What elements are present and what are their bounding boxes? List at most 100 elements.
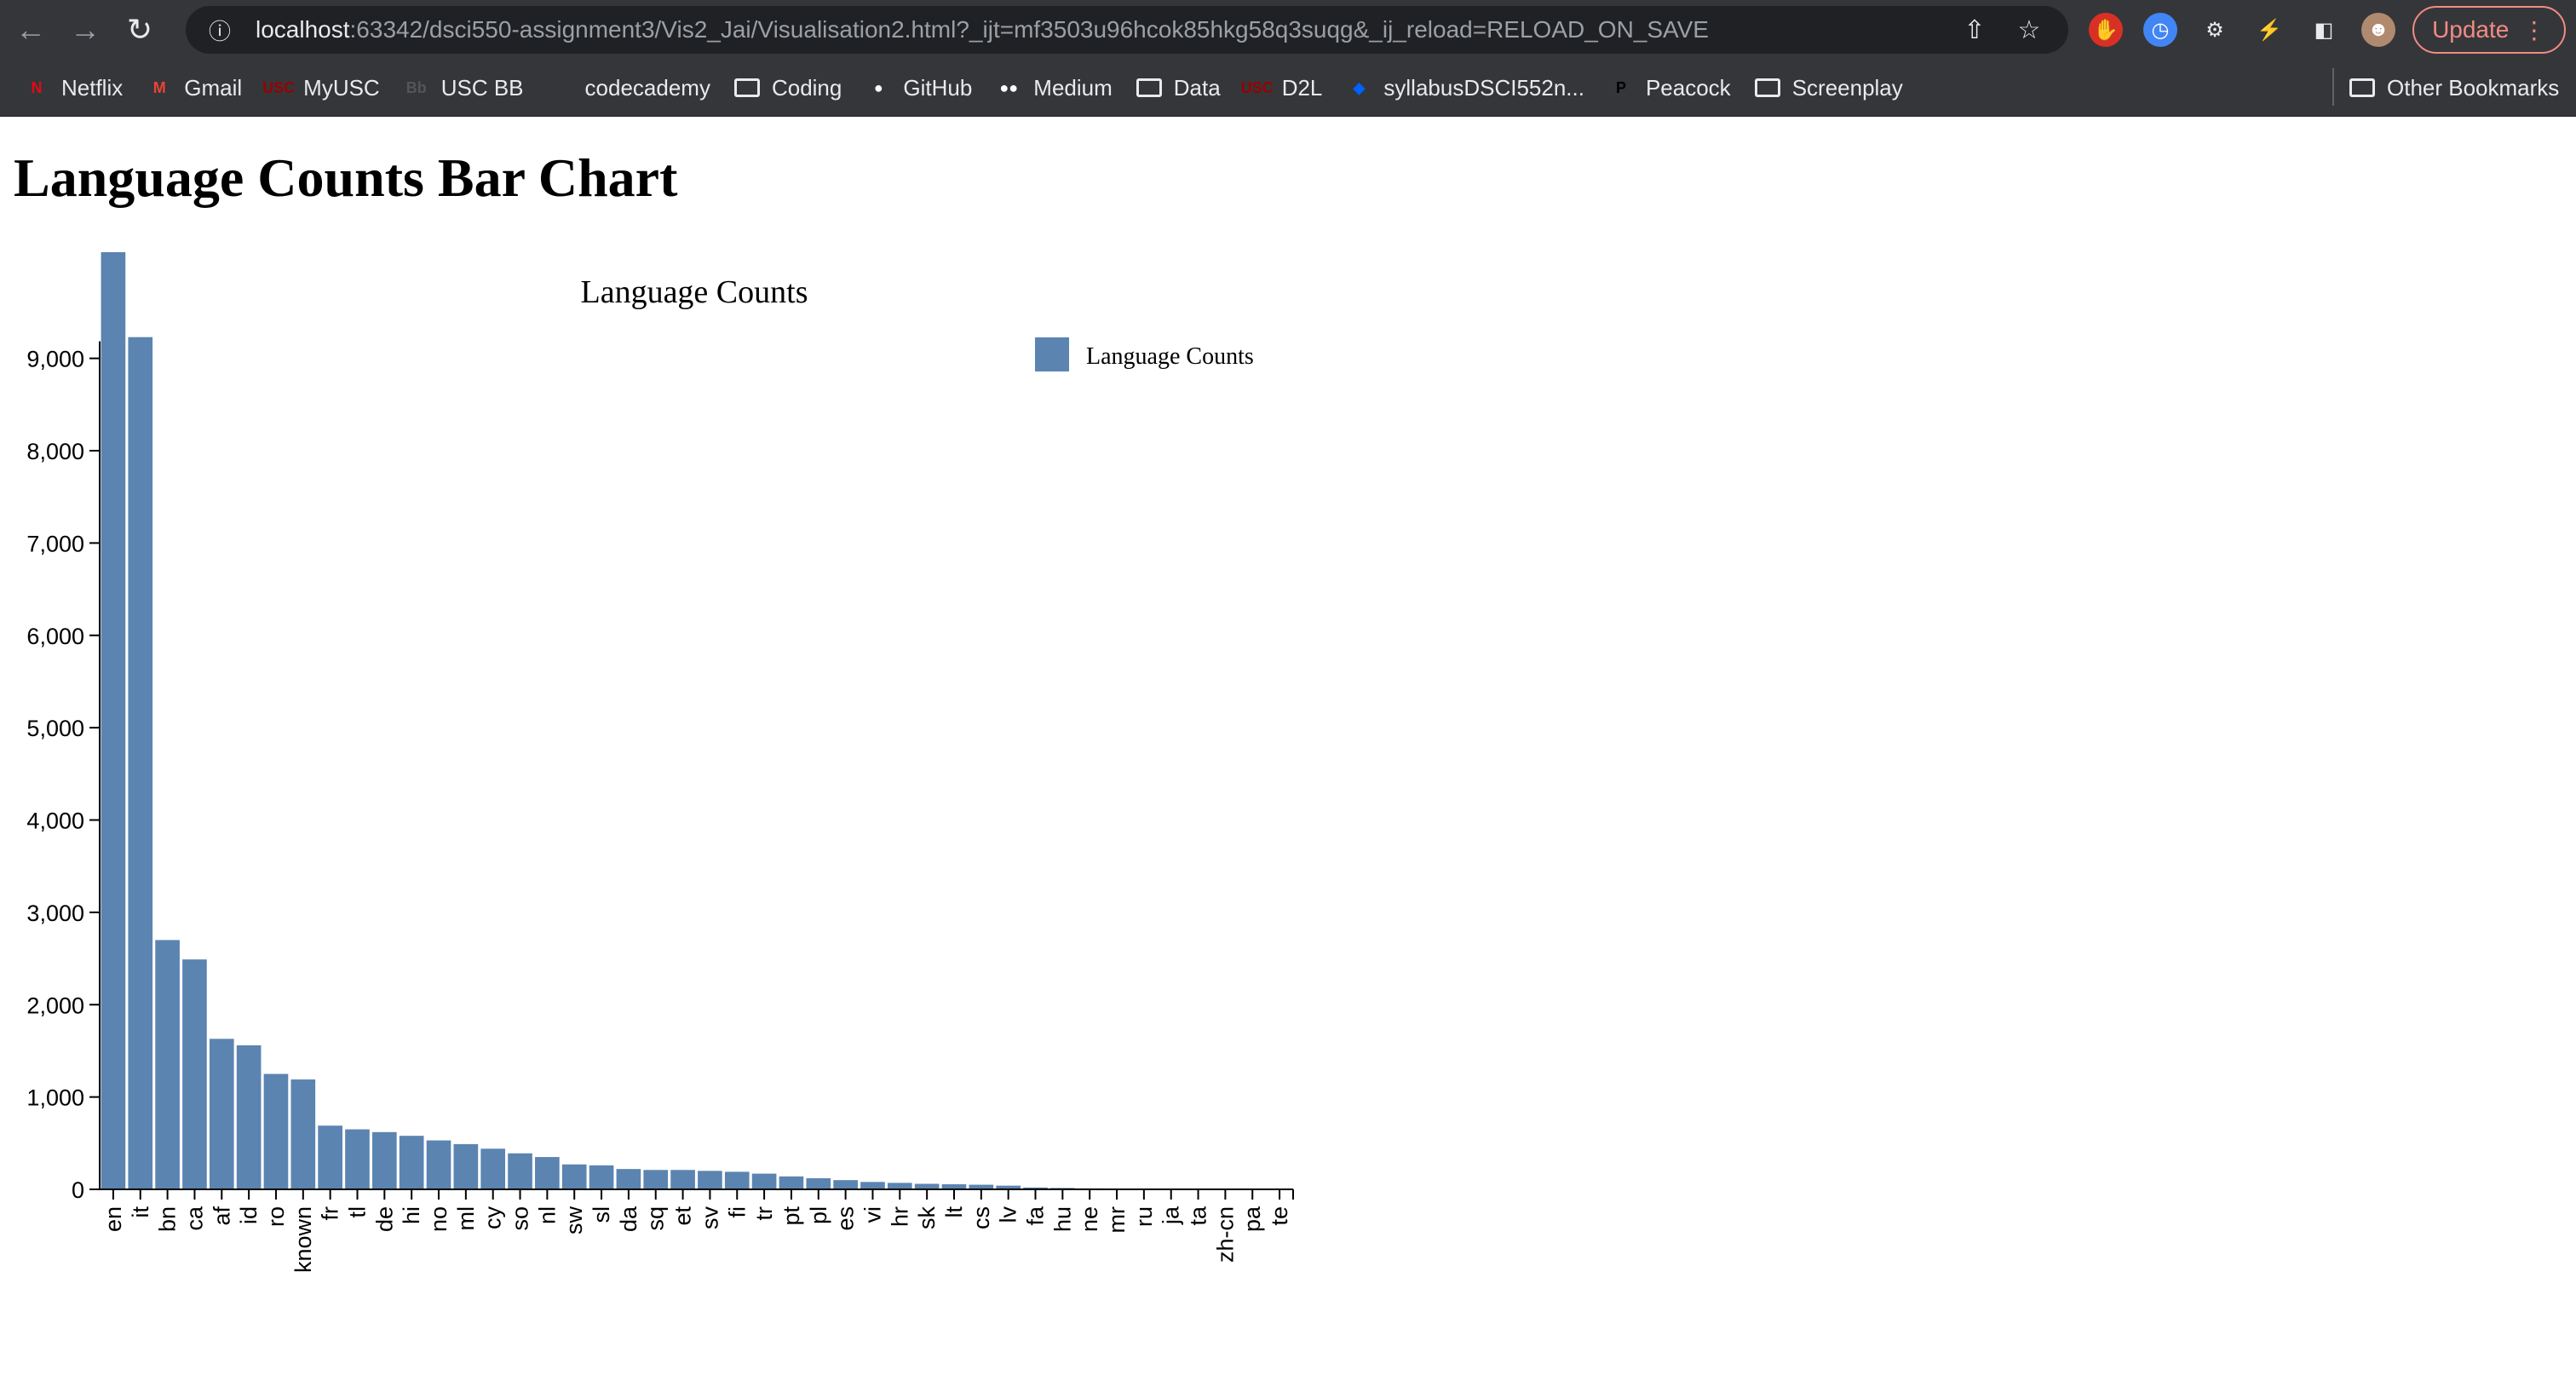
x-tick-label: fr [318, 1206, 343, 1221]
folder-icon [1754, 78, 1780, 97]
bookmark-label: syllabusDSCI552n... [1383, 74, 1584, 101]
url-host: localhost [256, 16, 350, 43]
usc-icon: USC [262, 78, 296, 96]
x-tick-label: it [128, 1206, 153, 1218]
browser-toolbar: ← → ↻ ⓘ localhost:63342/dsci550-assignme… [0, 0, 2576, 60]
bookmark-label: D2L [1281, 74, 1323, 101]
bar-da [616, 1169, 641, 1189]
extension-clock-icon[interactable]: ◷ [2143, 13, 2177, 47]
y-tick-label: 0 [72, 1177, 84, 1203]
bookmark-label: USC BB [440, 74, 524, 101]
x-tick-label: pa [1239, 1206, 1265, 1232]
folder-icon [733, 78, 760, 97]
legend-label: Language Counts [1086, 343, 1254, 370]
codecademy-icon [548, 76, 573, 100]
bookmark-label: Medium [1033, 74, 1113, 101]
reload-icon[interactable]: ↻ [126, 12, 153, 47]
netflix-icon: N [31, 78, 43, 96]
x-tick-label: nl [534, 1206, 560, 1224]
x-tick-label: cs [969, 1206, 994, 1229]
x-tick-label: sv [697, 1206, 722, 1230]
x-tick-label: hr [887, 1206, 912, 1227]
x-tick-label: te [1267, 1206, 1292, 1226]
x-tick-label: ru [1131, 1206, 1157, 1227]
address-bar[interactable]: ⓘ localhost:63342/dsci550-assignment3/Vi… [186, 6, 2068, 54]
back-arrow-icon[interactable]: ← [15, 12, 46, 47]
bookmark-item[interactable]: USC MyUSC [262, 75, 380, 101]
y-tick-label: 1,000 [26, 1085, 84, 1111]
bookmark-item[interactable]: P Peacock [1608, 75, 1731, 101]
bookmark-label: Coding [771, 74, 842, 101]
bookmark-label: GitHub [903, 74, 973, 101]
x-tick-label: sl [589, 1206, 614, 1223]
x-tick-label: af [209, 1206, 234, 1226]
bar-cy [480, 1148, 506, 1189]
bookmark-item[interactable]: ◆ syllabusDSCI552n... [1346, 75, 1584, 101]
bookmark-item[interactable]: ● GitHub [865, 75, 972, 101]
bar-tl [345, 1129, 370, 1189]
bookmark-item[interactable]: N Netflix [24, 74, 124, 101]
x-axis: en it bn ca af id ro known fr tl de hi no ml cy so nl sw s… [100, 1188, 1294, 1273]
y-tick-label: 3,000 [26, 901, 84, 926]
other-bookmarks[interactable]: Other Bookmarks [2349, 60, 2559, 116]
x-tick-label: sk [914, 1206, 940, 1230]
bar-sv [698, 1171, 722, 1189]
bar-lt [941, 1184, 967, 1189]
url-text[interactable]: localhost:63342/dsci550-assignment3/Vis2… [256, 16, 1709, 43]
profile-avatar[interactable]: ☻ [2361, 13, 2395, 47]
y-tick-label: 6,000 [26, 624, 84, 649]
bookmark-item[interactable]: codecademy [548, 75, 710, 101]
forward-arrow-icon[interactable]: → [70, 12, 101, 47]
y-tick-label: 4,000 [26, 809, 84, 834]
share-icon[interactable]: ⇧ [1964, 15, 1986, 44]
x-tick-label: mr [1104, 1206, 1130, 1233]
update-button[interactable]: Update ⋮ [2412, 6, 2566, 54]
gmail-icon: M [152, 78, 166, 96]
extensions-puzzle-icon[interactable]: ⚙ [2205, 18, 2224, 42]
bar-pt [779, 1176, 804, 1189]
x-tick-label: sw [561, 1206, 587, 1235]
bookmark-item[interactable]: Data [1136, 75, 1221, 101]
x-tick-label: da [616, 1206, 641, 1232]
bookmark-item[interactable]: ●● Medium [996, 75, 1112, 101]
bar-cs [969, 1184, 994, 1189]
x-tick-label: zh-cn [1212, 1206, 1238, 1263]
usc-icon: USC [1240, 78, 1274, 96]
y-tick-label: 7,000 [26, 531, 84, 556]
x-tick-label: vi [860, 1206, 885, 1223]
bookmark-label: Peacock [1645, 74, 1731, 101]
x-tick-label: sq [643, 1206, 669, 1231]
bookmark-item[interactable]: M Gmail [147, 75, 242, 101]
bar-fi [724, 1171, 750, 1189]
x-tick-label: id [236, 1206, 262, 1224]
side-panel-icon[interactable]: ◧ [2314, 18, 2334, 42]
x-tick-label: ro [263, 1206, 289, 1227]
x-tick-label: pl [806, 1206, 831, 1224]
bookmark-item[interactable]: USC D2L [1240, 74, 1323, 101]
bookmark-star-icon[interactable]: ☆ [2017, 15, 2041, 44]
site-info-icon[interactable]: ⓘ [208, 18, 231, 44]
bookmark-label: Netflix [61, 74, 124, 101]
bookmark-item[interactable]: Bb USC BB [404, 75, 524, 101]
extension-adblock-icon[interactable]: ✋ [2089, 13, 2123, 47]
bar-af [209, 1039, 234, 1189]
bar-no [426, 1140, 451, 1189]
bookmark-label: Gmail [184, 74, 243, 101]
folder-icon [2349, 78, 2375, 97]
medium-icon: ●● [999, 78, 1019, 96]
bookmark-item[interactable]: Screenplay [1754, 75, 1903, 101]
bar-es [833, 1180, 858, 1189]
bar-et [670, 1170, 695, 1189]
extension-bolt-icon[interactable]: ⚡ [2257, 18, 2282, 42]
legend-swatch [1035, 337, 1069, 371]
bar-en [101, 252, 126, 1189]
x-tick-label: et [670, 1206, 696, 1226]
bar-sl [589, 1165, 614, 1189]
y-tick-label: 5,000 [26, 716, 84, 741]
y-axis: 0 1,000 2,000 3,000 4,000 5,000 6,000 7,000 8,00… [26, 341, 101, 1203]
bookmark-label: codecademy [584, 74, 710, 101]
bar-id [236, 1045, 262, 1189]
bar-pl [806, 1177, 831, 1189]
x-tick-label: lv [996, 1206, 1021, 1223]
bookmark-item[interactable]: Coding [733, 74, 842, 101]
